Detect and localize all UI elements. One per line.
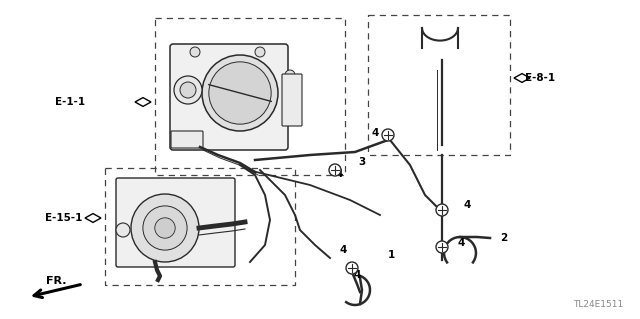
Circle shape [255, 47, 265, 57]
Text: 4: 4 [458, 238, 465, 248]
FancyBboxPatch shape [171, 131, 203, 148]
Circle shape [209, 62, 271, 124]
Circle shape [285, 70, 295, 80]
Circle shape [346, 262, 358, 274]
Circle shape [329, 164, 341, 176]
Polygon shape [85, 214, 101, 222]
Text: 4: 4 [353, 270, 360, 280]
Text: E-8-1: E-8-1 [525, 73, 555, 83]
Circle shape [180, 82, 196, 98]
Text: 4: 4 [463, 200, 470, 210]
Text: E-15-1: E-15-1 [45, 213, 83, 223]
Circle shape [155, 218, 175, 238]
Circle shape [202, 55, 278, 131]
Circle shape [174, 76, 202, 104]
Circle shape [190, 47, 200, 57]
Polygon shape [135, 98, 151, 107]
FancyBboxPatch shape [282, 74, 302, 126]
Text: FR.: FR. [45, 276, 67, 286]
Text: 2: 2 [500, 233, 508, 243]
Text: 1: 1 [388, 250, 396, 260]
Circle shape [131, 194, 199, 262]
Circle shape [436, 241, 448, 253]
Circle shape [382, 129, 394, 141]
Text: 3: 3 [358, 157, 365, 167]
Circle shape [143, 206, 187, 250]
Text: E-1-1: E-1-1 [55, 97, 85, 107]
Text: 4: 4 [335, 169, 342, 179]
Text: 4: 4 [340, 245, 348, 255]
FancyBboxPatch shape [116, 178, 235, 267]
Polygon shape [514, 74, 530, 82]
Text: TL24E1511: TL24E1511 [573, 300, 623, 309]
FancyBboxPatch shape [170, 44, 288, 150]
Text: 4: 4 [372, 128, 380, 138]
Circle shape [436, 204, 448, 216]
Circle shape [116, 223, 130, 237]
